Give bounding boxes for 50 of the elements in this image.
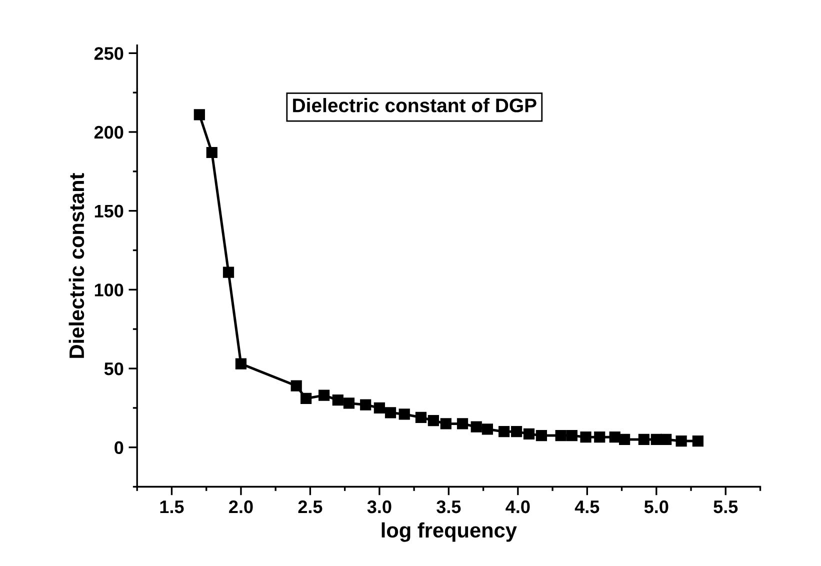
x-tick-label: 3.5 xyxy=(436,500,461,514)
point xyxy=(618,434,630,446)
point xyxy=(206,146,218,158)
point xyxy=(536,430,548,442)
point xyxy=(222,266,234,278)
x-tick-label: 1.5 xyxy=(160,500,184,514)
x-tick-label: 3.0 xyxy=(367,500,392,514)
y-tick-label: 50 xyxy=(104,362,124,376)
y-axis-title: Dielectric constant xyxy=(68,173,84,358)
point xyxy=(360,399,372,410)
y-tick-label: 150 xyxy=(94,204,124,218)
point xyxy=(415,412,427,423)
point xyxy=(510,426,522,438)
point xyxy=(398,408,410,420)
point xyxy=(580,432,592,443)
point xyxy=(300,392,312,404)
x-tick-label: 4.0 xyxy=(506,500,530,514)
point xyxy=(428,414,439,426)
y-tick-label: 200 xyxy=(94,126,124,139)
point xyxy=(555,430,566,442)
point xyxy=(523,428,535,440)
point xyxy=(384,407,396,418)
point xyxy=(594,432,606,443)
x-tick-label: 5.5 xyxy=(714,500,738,514)
point xyxy=(638,434,650,446)
point xyxy=(332,394,344,406)
x-tick-label: 2.5 xyxy=(298,500,322,514)
x-tick-label: 2.0 xyxy=(229,500,253,514)
point xyxy=(440,418,452,430)
point xyxy=(692,435,704,447)
point xyxy=(660,434,672,446)
y-tick-label: 100 xyxy=(94,284,124,296)
point xyxy=(482,424,494,435)
point xyxy=(318,390,330,401)
x-tick-label: 4.5 xyxy=(574,500,600,514)
y-tick-label: 0 xyxy=(114,441,124,454)
point xyxy=(290,380,302,392)
point xyxy=(676,435,687,447)
point xyxy=(456,418,468,430)
point xyxy=(498,426,510,438)
point xyxy=(374,402,385,414)
text: Dielectric constant of DGP xyxy=(293,98,536,112)
point xyxy=(194,109,205,120)
point xyxy=(343,398,355,409)
y-tick-label: 250 xyxy=(94,47,124,60)
x-tick-label: 5.0 xyxy=(644,500,668,514)
x-axis-title: log frequency xyxy=(382,522,517,542)
point xyxy=(235,358,247,370)
point xyxy=(566,430,578,442)
point xyxy=(470,421,482,432)
